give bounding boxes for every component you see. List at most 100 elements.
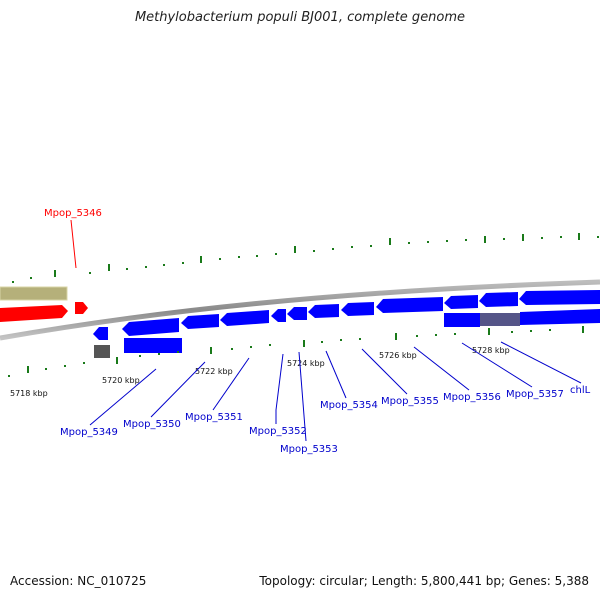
other-feature[interactable] [0,286,68,301]
gene-label-mpop-5352[interactable]: Mpop_5352 [249,426,307,437]
reverse-gene-mpop-5351[interactable] [181,314,219,329]
inner-tick [549,329,551,331]
outer-tick [465,239,467,241]
leader-line-mpop-5346 [70,219,77,269]
outer-tick [219,258,221,260]
reverse-gene-mpop-5355[interactable] [308,304,339,318]
gene-label-mpop-5349[interactable]: Mpop_5349 [60,427,118,438]
outer-tick [89,272,91,274]
outer-tick-major [54,270,56,277]
inner-tick [511,331,513,333]
pseudo-feature[interactable] [94,345,110,358]
reverse-gene-chll[interactable] [519,290,600,305]
forward-gene[interactable] [0,305,68,322]
label-leaders [70,219,582,442]
gene-label-mpop-5350[interactable]: Mpop_5350 [123,419,181,430]
tick-label-5722: 5722 kbp [195,367,233,376]
reverse-gene-mpop-5354[interactable] [287,307,307,320]
inner-tick [340,339,342,341]
gene-label-mpop-5357[interactable]: Mpop_5357 [506,389,564,400]
outer-tick [275,253,277,255]
inner-tick-major [27,366,29,373]
leader-line-mpop-5351 [212,357,250,411]
leader-line-mpop-5352 [275,353,284,411]
inner-tick [139,355,141,357]
outer-tick [30,277,32,279]
leader-line-chll [500,341,582,384]
inner-tick [416,335,418,337]
inner-tick-major [303,340,305,347]
outer-tick [541,237,543,239]
inner-tick [435,334,437,336]
outer-tick [182,262,184,264]
inner-tick-major [116,357,118,364]
inner-tick [45,368,47,370]
gene-label-chll[interactable]: chlL [570,385,591,396]
gene-label-mpop-5354[interactable]: Mpop_5354 [320,400,378,411]
inner-tick-major [395,333,397,340]
outer-tick-major [200,256,202,263]
inner-tick-major [582,326,584,333]
pseudo-feature[interactable] [480,313,520,326]
genome-backbone [0,279,600,341]
outer-tick [145,266,147,268]
reverse-gene-mpop-5356[interactable] [341,302,374,316]
map-title: Methylobacterium populi BJ001, complete … [134,10,466,25]
outer-tick-major [389,238,391,245]
gene-label-mpop-5356[interactable]: Mpop_5356 [443,392,501,403]
outer-tick [560,236,562,238]
gene-label-mpop-5351[interactable]: Mpop_5351 [185,412,243,423]
inner-tick [231,348,233,350]
inner-tick-major [210,347,212,354]
inner-tick [530,330,532,332]
outer-tick [238,256,240,258]
reverse-gene-mpop-5349[interactable] [93,327,108,340]
inner-tick-ring: 5718 kbp 5720 kbp 5722 kbp 5724 kbp 5726… [8,326,584,398]
tick-label-5726: 5726 kbp [379,351,417,360]
tick-label-5728: 5728 kbp [472,346,510,355]
reverse-gene[interactable] [444,295,478,309]
outer-tick-major [578,233,580,240]
reverse-gene-mpop-5350b[interactable] [124,338,182,353]
inner-tick [177,351,179,353]
reverse-gene[interactable] [444,313,480,327]
reverse-gene-mpop-5353[interactable] [271,309,286,322]
outer-tick [597,236,599,238]
outer-tick [256,255,258,257]
gene-label-mpop-5353[interactable]: Mpop_5353 [280,444,338,455]
accession-text: Accession: NC_010725 [10,574,147,588]
gene-label-mpop-5346[interactable]: Mpop_5346 [44,208,102,219]
reverse-gene[interactable] [479,292,518,307]
tick-label-5718: 5718 kbp [10,389,48,398]
inner-tick [454,333,456,335]
forward-strand [0,286,88,322]
inner-tick-major [488,328,490,335]
reverse-gene[interactable] [520,309,600,325]
reverse-gene-mpop-5352[interactable] [220,310,269,326]
forward-gene-mpop-5346[interactable] [75,302,88,314]
outer-tick [427,241,429,243]
tick-label-5724: 5724 kbp [287,359,325,368]
gene-label-mpop-5355[interactable]: Mpop_5355 [381,396,439,407]
tick-label-5720: 5720 kbp [102,376,140,385]
outer-tick [351,246,353,248]
genome-summary-text: Topology: circular; Length: 5,800,441 bp… [259,574,589,588]
outer-tick-ring [12,233,599,283]
reverse-gene-mpop-5357[interactable] [376,297,443,313]
outer-tick [332,248,334,250]
outer-tick-major [484,236,486,243]
outer-tick [163,264,165,266]
inner-tick [64,365,66,367]
leader-line-mpop-5350 [150,361,206,418]
outer-tick-major [108,264,110,271]
outer-tick [370,245,372,247]
gene-labels: Mpop_5346 Mpop_5349 Mpop_5350 Mpop_5351 … [44,208,591,455]
reverse-gene-mpop-5350[interactable] [122,318,179,336]
leader-line-mpop-5355 [361,348,408,395]
outer-tick [446,240,448,242]
outer-tick-major [522,234,524,241]
inner-tick [158,353,160,355]
inner-tick [8,375,10,377]
leader-line-mpop-5356 [413,346,470,391]
